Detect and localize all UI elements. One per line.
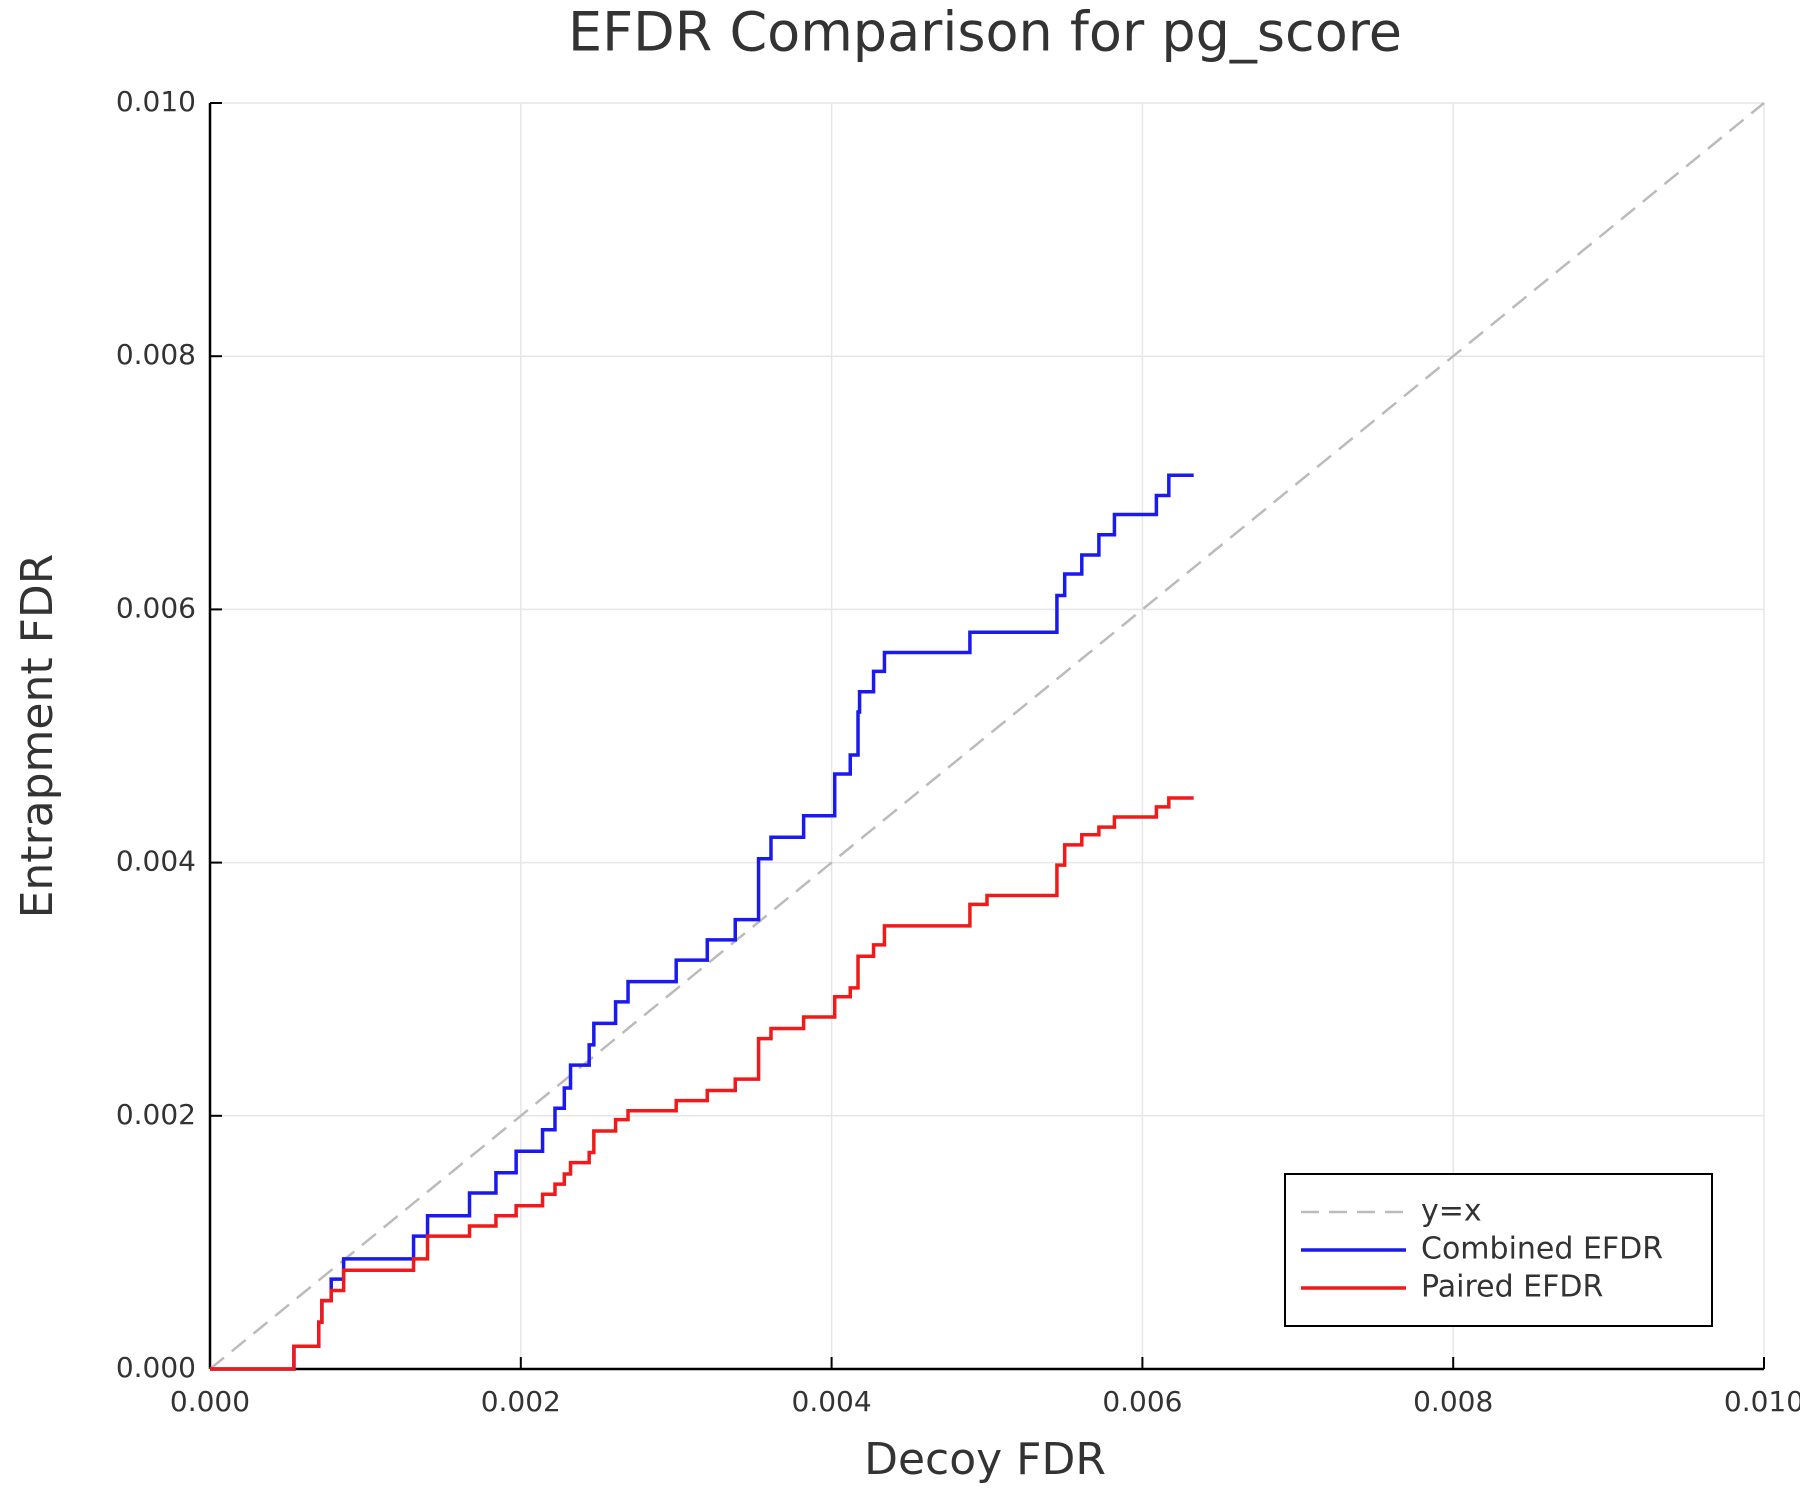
y-tick-label: 0.000	[116, 1351, 196, 1384]
legend-label: Paired EFDR	[1421, 1270, 1603, 1305]
x-tick-label: 0.008	[1413, 1385, 1493, 1418]
x-axis-label: Decoy FDR	[864, 1434, 1106, 1485]
x-tick-label: 0.006	[1102, 1385, 1182, 1418]
y-tick-label: 0.004	[116, 845, 196, 878]
y-tick-label: 0.002	[116, 1098, 196, 1131]
series-line	[210, 796, 1194, 1371]
legend-label: y=x	[1421, 1194, 1482, 1229]
y-tick-label: 0.008	[116, 338, 196, 371]
x-tick-label: 0.000	[170, 1385, 250, 1418]
y-axis-label: Entrapment FDR	[12, 554, 63, 919]
chart-title: EFDR Comparison for pg_score	[568, 1, 1402, 64]
series-line	[210, 473, 1194, 1371]
x-tick-label: 0.004	[792, 1385, 872, 1418]
legend-label: Combined EFDR	[1421, 1232, 1663, 1267]
y-tick-label: 0.010	[116, 85, 196, 118]
x-tick-label: 0.002	[481, 1385, 561, 1418]
x-tick-label: 0.010	[1724, 1385, 1800, 1418]
y-tick-label: 0.006	[116, 591, 196, 624]
